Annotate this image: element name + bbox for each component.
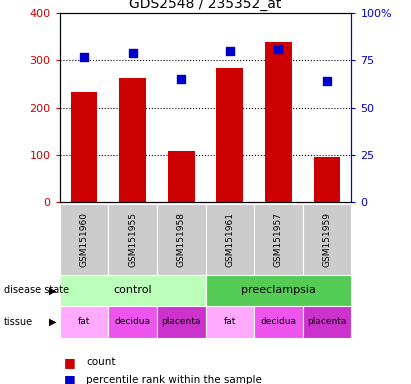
Text: ▶: ▶ bbox=[49, 285, 57, 295]
Text: disease state: disease state bbox=[4, 285, 69, 295]
Text: control: control bbox=[113, 285, 152, 295]
Text: preeclampsia: preeclampsia bbox=[241, 285, 316, 295]
Bar bbox=[60, 306, 108, 338]
Text: GSM151957: GSM151957 bbox=[274, 212, 283, 266]
Point bbox=[275, 46, 282, 52]
Bar bbox=[60, 275, 206, 306]
Text: ■: ■ bbox=[64, 373, 76, 384]
Point bbox=[324, 78, 330, 84]
Text: ▶: ▶ bbox=[49, 317, 57, 327]
Point bbox=[178, 76, 185, 83]
Bar bbox=[108, 204, 157, 275]
Bar bbox=[265, 42, 292, 202]
Text: placenta: placenta bbox=[162, 317, 201, 326]
Bar bbox=[254, 204, 303, 275]
Text: tissue: tissue bbox=[4, 317, 33, 327]
Text: percentile rank within the sample: percentile rank within the sample bbox=[86, 375, 262, 384]
Bar bbox=[314, 157, 340, 202]
Point bbox=[129, 50, 136, 56]
Text: count: count bbox=[86, 358, 116, 367]
Bar bbox=[119, 78, 146, 202]
Bar bbox=[206, 275, 351, 306]
Bar bbox=[108, 306, 157, 338]
Text: decidua: decidua bbox=[115, 317, 150, 326]
Point bbox=[226, 48, 233, 54]
Bar bbox=[217, 68, 243, 202]
Bar bbox=[60, 204, 108, 275]
Bar bbox=[303, 306, 351, 338]
Bar bbox=[303, 204, 351, 275]
Text: ■: ■ bbox=[64, 356, 76, 369]
Point bbox=[81, 54, 87, 60]
Bar bbox=[157, 204, 206, 275]
Text: placenta: placenta bbox=[307, 317, 347, 326]
Text: GSM151959: GSM151959 bbox=[323, 212, 332, 266]
Bar bbox=[71, 93, 97, 202]
Title: GDS2548 / 235352_at: GDS2548 / 235352_at bbox=[129, 0, 282, 11]
Text: decidua: decidua bbox=[261, 317, 296, 326]
Text: GSM151960: GSM151960 bbox=[79, 212, 88, 266]
Text: GSM151961: GSM151961 bbox=[225, 212, 234, 266]
Text: GSM151958: GSM151958 bbox=[177, 212, 186, 266]
Bar bbox=[206, 306, 254, 338]
Bar bbox=[254, 306, 303, 338]
Text: fat: fat bbox=[224, 317, 236, 326]
Text: GSM151955: GSM151955 bbox=[128, 212, 137, 266]
Bar bbox=[168, 151, 194, 202]
Bar bbox=[206, 204, 254, 275]
Text: fat: fat bbox=[78, 317, 90, 326]
Bar bbox=[157, 306, 206, 338]
